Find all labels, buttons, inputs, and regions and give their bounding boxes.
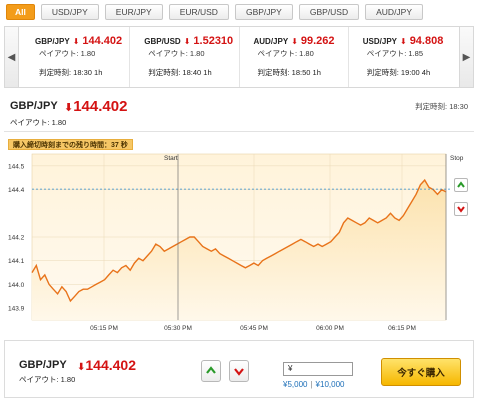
ticker-carousel: ◀ GBP/JPY ⬇ 144.402 ペイアウト: 1.80 判定時刻: 18… (4, 26, 474, 88)
ticker-payout: ペイアウト: 1.80 (148, 49, 205, 58)
ticker-payout: ペイアウト: 1.85 (366, 49, 424, 58)
carousel-prev-button[interactable]: ◀ (5, 27, 19, 87)
selected-pair-header: GBP/JPY ⬇144.402 ペイアウト: 1.80 判定時刻: 18:30 (4, 92, 474, 132)
selected-price-value: 144.402 (73, 98, 128, 115)
ticker-price: 94.808 (409, 35, 444, 47)
ticker-item[interactable]: GBP/JPY ⬇ 144.402 ペイアウト: 1.80 判定時刻: 18:3… (21, 27, 129, 87)
ticker-item[interactable]: AUD/JPY ⬇ 99.262 ペイアウト: 1.80 判定時刻: 18:50… (238, 27, 348, 87)
ticker-item[interactable]: USD/JPY ⬇ 94.808 ペイアウト: 1.85 判定時刻: 19:00… (347, 27, 457, 87)
order-panel: GBP/JPY ⬇144.402 ペイアウト: 1.80 ¥ ¥5,000 | … (4, 340, 474, 398)
chevron-right-icon: ▶ (462, 51, 471, 63)
pair-tabs: All USD/JPY EUR/JPY EUR/USD GBP/JPY GBP/… (6, 4, 424, 20)
ticker-item[interactable]: GBP/USD ⬇ 1.52310 ペイアウト: 1.80 判定時刻: 18:4… (129, 27, 238, 87)
tab-eurusd[interactable]: EUR/USD (168, 4, 229, 20)
down-arrow-icon (457, 206, 465, 213)
order-price-value: 144.402 (85, 357, 136, 373)
separator: | (310, 380, 313, 389)
ticker-payout: ペイアウト: 1.80 (257, 49, 314, 58)
x-axis: 05:15 PM 05:30 PM 05:45 PM 06:00 PM 06:15 PM (90, 325, 416, 332)
tab-gbpjpy[interactable]: GBP/JPY (234, 4, 293, 20)
price-chart: Start Stop 144.5 144.4 144.2 144.1 144.0 143.… (4, 136, 474, 336)
selected-price: ⬇144.402 (64, 98, 127, 115)
y-tick-label: 143.9 (8, 306, 25, 313)
chart-svg: Start Stop 144.5 144.4 144.2 144.1 144.0 143.… (8, 153, 464, 332)
y-tick-label: 144.1 (8, 258, 25, 265)
area-fill (32, 180, 446, 320)
up-arrow-icon (457, 181, 465, 188)
tab-all[interactable]: All (6, 4, 35, 20)
order-pair: GBP/JPY (19, 359, 67, 371)
ticker-judge-time: 判定時刻: 18:30 1h (39, 68, 103, 77)
high-button[interactable] (201, 360, 221, 382)
y-tick-label: 144.5 (8, 163, 25, 170)
ticker-price: 1.52310 (193, 35, 234, 47)
y-axis: 144.5 144.4 144.2 144.1 144.0 143.9 (8, 163, 25, 312)
start-label: Start (164, 155, 178, 162)
low-button[interactable] (229, 360, 249, 382)
ticker-judge-time: 判定時刻: 19:00 4h (366, 68, 431, 77)
x-tick-label: 05:45 PM (240, 325, 268, 332)
quick-amount-5000[interactable]: ¥5,000 (283, 380, 308, 389)
tab-gbpusd[interactable]: GBP/USD (298, 4, 360, 20)
tab-eurjpy[interactable]: EUR/JPY (104, 4, 163, 20)
ticker-pair: AUD/JPY (253, 37, 289, 46)
down-arrow-icon: ⬇ (291, 37, 298, 46)
ticker-price: 144.402 (82, 35, 123, 47)
down-arrow-icon: ⬇ (72, 37, 80, 46)
buy-now-button[interactable]: 今すぐ購入 (381, 358, 461, 386)
selected-payout: ペイアウト: 1.80 (10, 118, 67, 127)
order-price: ⬇144.402 (77, 357, 136, 373)
y-tick-label: 144.2 (8, 235, 25, 242)
order-payout: ペイアウト: 1.80 (19, 375, 76, 384)
purchase-countdown: 購入締切時刻までの残り時間：37 秒 (8, 139, 133, 150)
amount-input[interactable]: ¥ (283, 362, 353, 376)
down-arrow-icon: ⬇ (77, 362, 86, 373)
chart-down-button[interactable] (454, 202, 468, 216)
y-tick-label: 144.0 (8, 282, 25, 289)
x-tick-label: 06:00 PM (316, 325, 344, 332)
chart-up-button[interactable] (454, 178, 468, 192)
ticker-pair: GBP/JPY (35, 37, 70, 46)
y-tick-label: 144.4 (8, 187, 25, 194)
ticker-payout: ペイアウト: 1.80 (39, 49, 96, 58)
x-tick-label: 05:15 PM (90, 325, 118, 332)
ticker-pair: USD/JPY (362, 37, 397, 46)
chevron-left-icon: ◀ (7, 51, 16, 63)
quick-amounts: ¥5,000 | ¥10,000 (283, 380, 344, 389)
selected-pair: GBP/JPY (10, 100, 58, 112)
quick-amount-10000[interactable]: ¥10,000 (315, 380, 345, 389)
ticker-judge-time: 判定時刻: 18:40 1h (148, 68, 212, 77)
x-tick-label: 05:30 PM (164, 325, 192, 332)
ticker-pair: GBP/USD (144, 37, 181, 46)
up-arrow-icon (206, 366, 216, 374)
down-arrow-icon: ⬇ (64, 102, 74, 114)
ticker-price: 99.262 (300, 35, 335, 47)
stop-label: Stop (450, 155, 464, 162)
carousel-next-button[interactable]: ▶ (459, 27, 473, 87)
judge-time: 判定時刻: 18:30 (415, 102, 468, 111)
down-arrow-icon (234, 368, 244, 376)
ticker-judge-time: 判定時刻: 18:50 1h (257, 68, 321, 77)
down-arrow-icon: ⬇ (399, 37, 407, 46)
x-tick-label: 06:15 PM (388, 325, 416, 332)
tab-audjpy[interactable]: AUD/JPY (365, 4, 424, 20)
price-line (31, 178, 447, 303)
tab-usdjpy[interactable]: USD/JPY (40, 4, 99, 20)
down-arrow-icon: ⬇ (183, 37, 191, 46)
